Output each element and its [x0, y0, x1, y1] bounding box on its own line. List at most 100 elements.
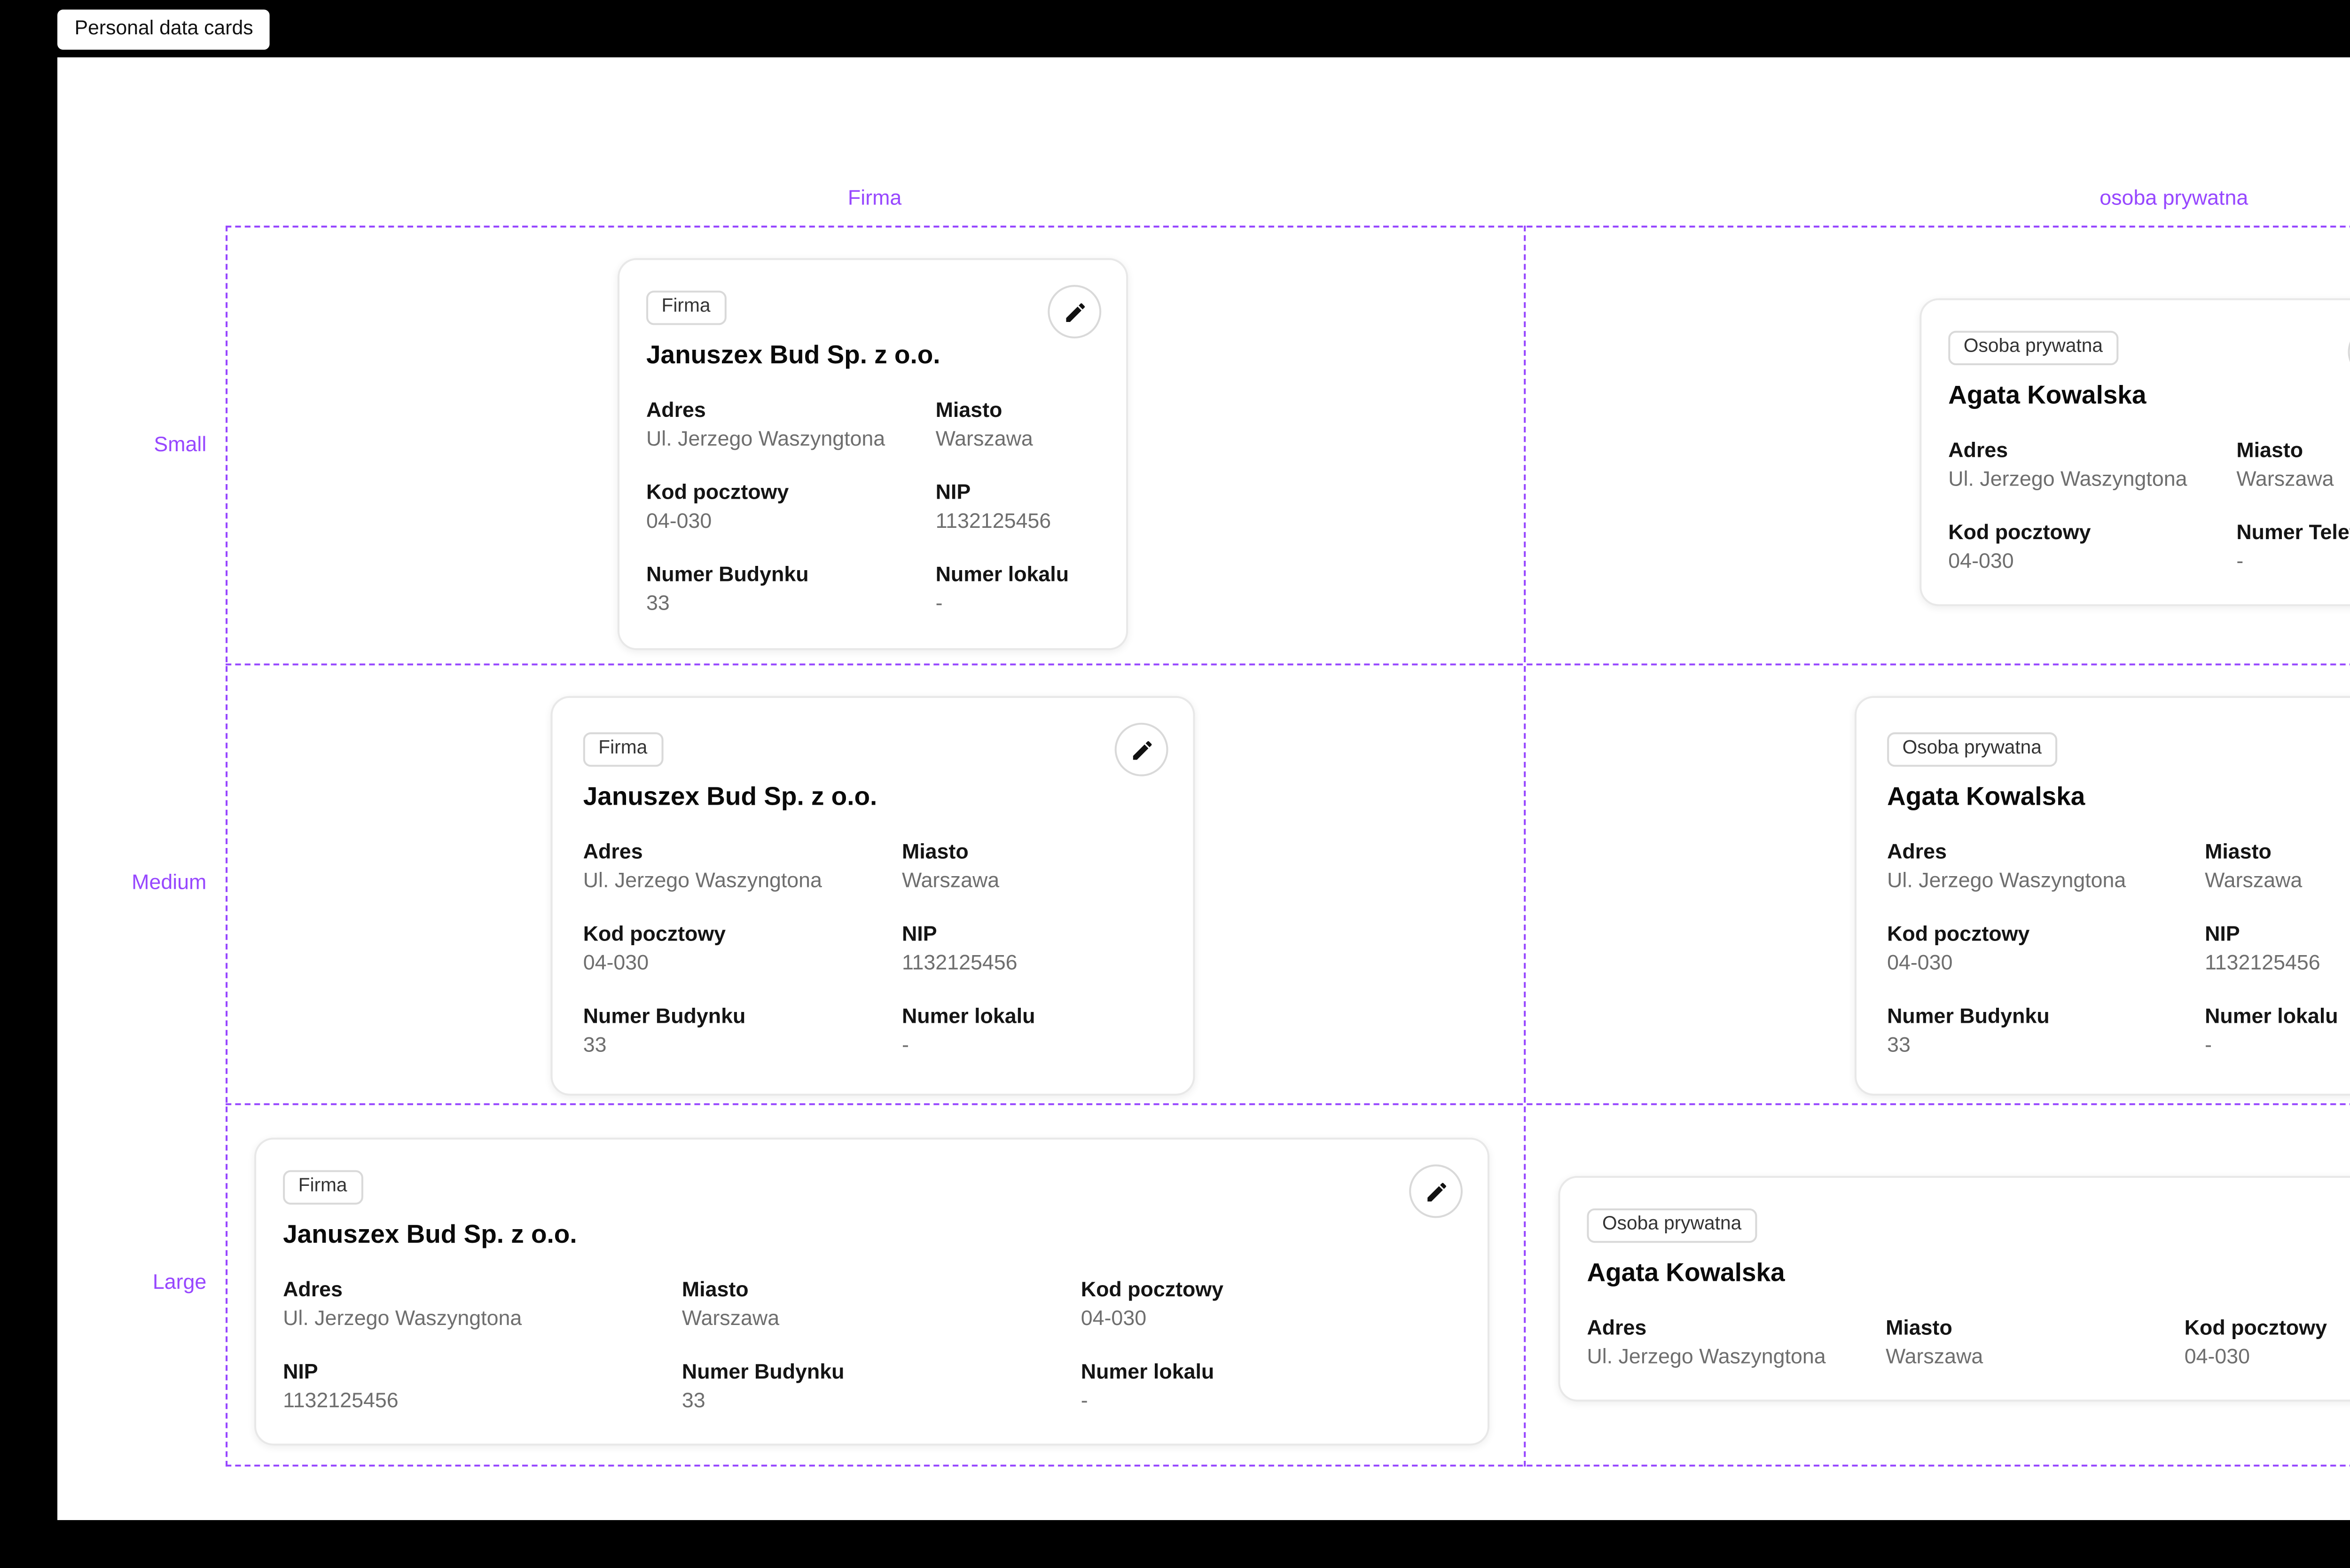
- field-label: Numer lokalu: [901, 1006, 1035, 1030]
- frame-label-large[interactable]: Large: [152, 1271, 207, 1295]
- field: Numer Budynku 33: [1887, 1005, 2186, 1063]
- field-value: Ul. Jerzego Waszyngtona: [646, 428, 885, 451]
- field: Adres Ul. Jerzego Waszyngtona: [283, 1277, 663, 1335]
- field-label: NIP: [2205, 924, 2240, 947]
- field-grid: Adres Ul. Jerzego Waszyngtona Miasto War…: [1948, 438, 2350, 579]
- card-type-badge: Osoba prywatna: [1587, 1208, 1757, 1243]
- field-label: NIP: [935, 482, 971, 505]
- field: Miasto Warszawa: [2205, 839, 2350, 897]
- field-grid: Adres Ul. Jerzego Waszyngtona Miasto War…: [646, 398, 1099, 621]
- field-value: Ul. Jerzego Waszyngtona: [1887, 870, 2126, 893]
- field: Miasto Warszawa: [936, 398, 1099, 455]
- frame-label-medium[interactable]: Medium: [132, 872, 207, 895]
- card-title: Januszex Bud Sp. z o.o.: [583, 782, 877, 811]
- field-value: -: [2205, 1035, 2212, 1058]
- field-label: Adres: [1948, 439, 2008, 463]
- field-value: 1132125456: [901, 952, 1018, 975]
- field: Kod pocztowy 04-030: [1081, 1277, 1461, 1335]
- field: Adres Ul. Jerzego Waszyngtona: [1887, 839, 2186, 897]
- field: Numer lokalu -: [936, 563, 1099, 621]
- field-value: -: [1081, 1390, 1088, 1413]
- edit-button[interactable]: [1114, 722, 1168, 776]
- field: Numer Budynku 33: [646, 563, 916, 621]
- field-label: Miasto: [2236, 439, 2303, 463]
- field-value: 04-030: [1887, 952, 1953, 975]
- field: Miasto Warszawa: [902, 839, 1162, 897]
- field-value: Warszawa: [682, 1307, 780, 1331]
- card-type-badge: Osoba prywatna: [1948, 330, 2118, 365]
- field: NIP 1132125456: [902, 922, 1162, 980]
- card-osoba-medium: Osoba prywatna Agata Kowalska Adres Ul. …: [1854, 696, 2350, 1095]
- field-grid: Adres Ul. Jerzego Waszyngtona Miasto War…: [283, 1277, 1461, 1418]
- page-tab[interactable]: Personal data cards: [57, 9, 271, 49]
- field-value: -: [935, 593, 943, 617]
- field-label: Adres: [583, 841, 643, 864]
- field: NIP 1132125456: [2205, 922, 2350, 980]
- field: Numer Budynku 33: [682, 1360, 1062, 1418]
- frame-label-firma[interactable]: Firma: [847, 187, 902, 211]
- field-label: Kod pocztowy: [1887, 924, 2030, 947]
- field-value: 04-030: [1081, 1307, 1147, 1331]
- field-label: Numer lokalu: [935, 564, 1069, 588]
- field-value: 1132125456: [2205, 952, 2320, 975]
- field-label: Miasto: [901, 841, 969, 864]
- field-value: 1132125456: [283, 1390, 399, 1413]
- frame-label-osoba-prywatna[interactable]: osoba prywatna: [2099, 187, 2248, 211]
- field-value: -: [2236, 550, 2244, 574]
- card-type-badge: Osoba prywatna: [1887, 732, 2057, 767]
- edit-button[interactable]: [1409, 1164, 1463, 1218]
- field: Adres Ul. Jerzego Waszyngtona: [583, 839, 883, 897]
- field-label: Numer lokalu: [2205, 1006, 2338, 1030]
- field: Adres Ul. Jerzego Waszyngtona: [1587, 1316, 1866, 1373]
- edit-button[interactable]: [1048, 285, 1102, 339]
- field-label: Adres: [1887, 841, 1947, 864]
- card-firma-medium: Firma Januszex Bud Sp. z o.o. Adres Ul. …: [550, 696, 1195, 1095]
- section-frame-divider-horizontal-1: [226, 663, 2350, 666]
- field-value: -: [901, 1035, 909, 1058]
- field: Kod pocztowy 04-030: [2185, 1316, 2350, 1373]
- field: Numer lokalu -: [902, 1005, 1162, 1063]
- field-label: Adres: [646, 400, 706, 423]
- card-title: Agata Kowalska: [1587, 1258, 1785, 1287]
- card-type-badge: Firma: [646, 290, 726, 325]
- field: Numer lokalu -: [1081, 1360, 1461, 1418]
- field-value: 04-030: [1948, 550, 2014, 574]
- card-title: Agata Kowalska: [1948, 380, 2146, 409]
- field-label: Numer Budynku: [682, 1362, 845, 1385]
- field-label: Kod pocztowy: [583, 924, 726, 947]
- card-osoba-large: Osoba prywatna Agata Kowalska Adres Ul. …: [1558, 1176, 2350, 1402]
- field: Kod pocztowy 04-030: [1948, 520, 2217, 578]
- field-label: NIP: [901, 924, 937, 947]
- field-value: Warszawa: [1886, 1346, 1983, 1369]
- field: Miasto Warszawa: [682, 1277, 1062, 1335]
- field-label: Adres: [283, 1279, 343, 1302]
- field: NIP 1132125456: [936, 480, 1099, 538]
- card-title: Agata Kowalska: [1887, 782, 2085, 811]
- field-grid: Adres Ul. Jerzego Waszyngtona Miasto War…: [1587, 1316, 2350, 1373]
- field-label: Miasto: [1886, 1317, 1952, 1341]
- field-value: 33: [646, 593, 670, 617]
- field-label: Kod pocztowy: [1081, 1279, 1224, 1302]
- field-label: Miasto: [682, 1279, 749, 1302]
- field-value: 04-030: [646, 510, 712, 534]
- field-value: Ul. Jerzego Waszyngtona: [1587, 1346, 1826, 1369]
- edit-button[interactable]: [2348, 325, 2350, 379]
- field: Numer Telefonu -: [2236, 520, 2350, 578]
- field-value: Warszawa: [901, 870, 1000, 893]
- field-label: Miasto: [935, 400, 1003, 423]
- card-type-badge: Firma: [583, 732, 663, 767]
- field: Adres Ul. Jerzego Waszyngtona: [646, 398, 916, 455]
- field-label: Numer lokalu: [1081, 1362, 1214, 1385]
- field-label: Kod pocztowy: [646, 482, 789, 505]
- field-value: 33: [1887, 1035, 1911, 1058]
- field: Miasto Warszawa: [1886, 1316, 2165, 1373]
- field-label: Numer Budynku: [646, 564, 809, 588]
- field-value: Ul. Jerzego Waszyngtona: [1948, 468, 2187, 491]
- field: Kod pocztowy 04-030: [646, 480, 916, 538]
- card-osoba-small: Osoba prywatna Agata Kowalska Adres Ul. …: [1919, 298, 2350, 607]
- frame-label-small[interactable]: Small: [154, 434, 207, 457]
- field-value: 1132125456: [935, 510, 1051, 534]
- field-grid: Adres Ul. Jerzego Waszyngtona Miasto War…: [583, 839, 1163, 1063]
- pencil-icon: [1426, 1182, 1445, 1201]
